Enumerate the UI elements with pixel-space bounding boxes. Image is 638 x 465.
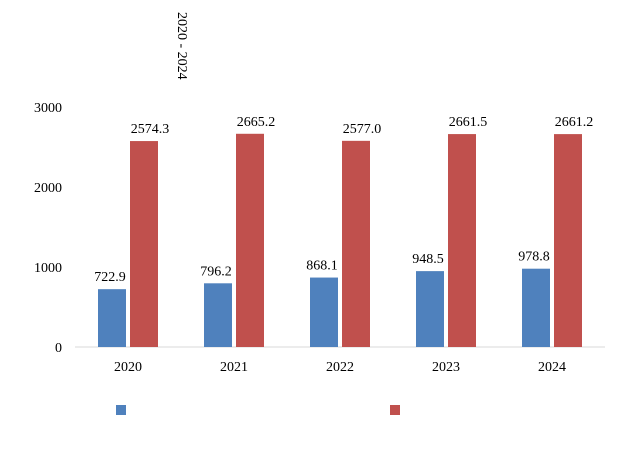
x-tick-label: 2021 — [220, 360, 248, 375]
y-tick-label: 2000 — [34, 181, 62, 196]
y-tick-label: 3000 — [34, 101, 62, 116]
data-label: 2665.2 — [237, 115, 276, 130]
x-tick-label: 2022 — [326, 360, 354, 375]
data-label: 2577.0 — [343, 122, 382, 137]
x-tick-label: 2024 — [538, 360, 566, 375]
legend — [116, 405, 400, 415]
data-label: 796.2 — [200, 264, 232, 279]
bar — [554, 134, 582, 347]
bar — [448, 134, 476, 347]
data-label: 948.5 — [412, 252, 444, 267]
chart-title: 2020 - 2024 — [174, 12, 189, 80]
data-label: 2661.5 — [449, 115, 488, 130]
data-label: 722.9 — [94, 270, 126, 285]
data-label: 2574.3 — [131, 122, 170, 137]
bar — [522, 268, 550, 347]
x-axis: 2020 2021 2022 2023 2024 — [75, 346, 605, 375]
bar — [236, 133, 264, 347]
x-tick-label: 2023 — [432, 360, 460, 375]
bars: 722.9 2574.3 796.2 2665.2 868.1 2577.0 948.5 26… — [94, 115, 593, 347]
bar — [310, 277, 338, 347]
bar — [204, 283, 232, 347]
y-tick-label: 0 — [55, 341, 62, 356]
data-label: 868.1 — [306, 259, 338, 274]
x-tick-label: 2020 — [114, 360, 142, 375]
y-axis: 0 1000 2000 3000 — [34, 101, 62, 356]
y-tick-label: 1000 — [34, 261, 62, 276]
bar — [130, 141, 158, 347]
bar — [342, 140, 370, 347]
data-label: 978.8 — [518, 250, 550, 265]
data-label: 2661.2 — [555, 115, 594, 130]
legend-swatch — [390, 405, 400, 415]
legend-swatch — [116, 405, 126, 415]
bar — [98, 289, 126, 347]
bar — [416, 271, 444, 347]
